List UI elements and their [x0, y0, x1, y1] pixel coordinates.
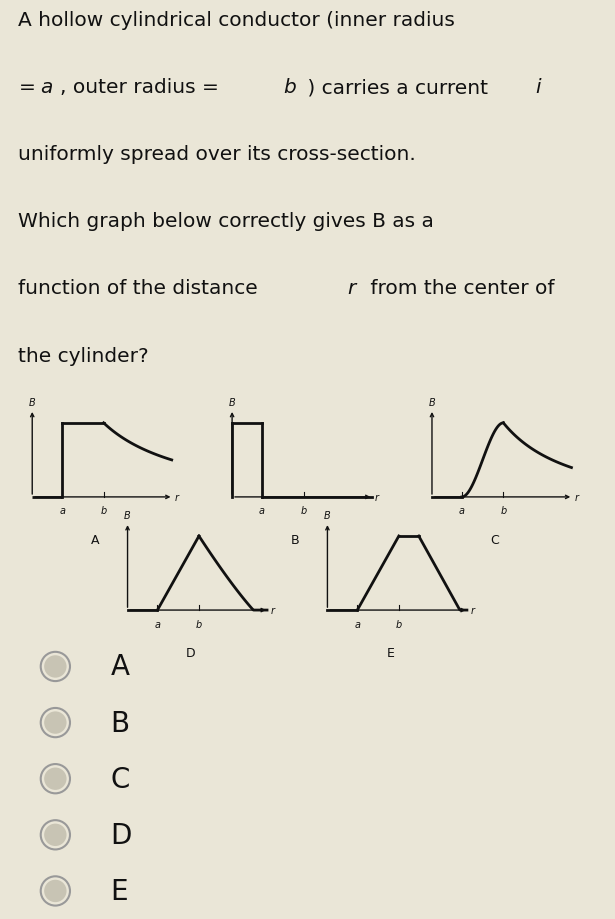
Text: r: r	[271, 606, 274, 616]
Circle shape	[44, 879, 66, 902]
Text: A: A	[91, 533, 100, 546]
Text: , outer radius =: , outer radius =	[60, 78, 226, 97]
Text: a: a	[154, 618, 161, 629]
Text: A hollow cylindrical conductor (inner radius: A hollow cylindrical conductor (inner ra…	[18, 11, 455, 30]
Text: uniformly spread over its cross-section.: uniformly spread over its cross-section.	[18, 145, 416, 165]
Text: B: B	[291, 533, 300, 546]
Text: a: a	[59, 505, 65, 516]
Text: B: B	[29, 398, 36, 407]
Text: D: D	[186, 646, 196, 659]
Text: B: B	[229, 398, 236, 407]
Text: Which graph below correctly gives B as a: Which graph below correctly gives B as a	[18, 212, 434, 232]
Text: b: b	[395, 618, 402, 629]
Text: r: r	[375, 493, 379, 503]
Text: b: b	[283, 78, 296, 97]
Text: the cylinder?: the cylinder?	[18, 346, 149, 365]
Text: b: b	[100, 505, 107, 516]
Text: C: C	[491, 533, 499, 546]
Text: b: b	[500, 505, 507, 516]
Text: a: a	[354, 618, 360, 629]
Circle shape	[44, 711, 66, 734]
Circle shape	[44, 823, 66, 846]
Text: ) carries a current: ) carries a current	[301, 78, 494, 97]
Text: function of the distance: function of the distance	[18, 279, 264, 298]
Text: B: B	[124, 511, 131, 520]
Text: A: A	[111, 652, 130, 681]
Text: =: =	[18, 78, 35, 97]
Text: r: r	[175, 493, 179, 503]
Text: B: B	[111, 709, 130, 737]
Text: B: B	[324, 511, 331, 520]
Circle shape	[44, 767, 66, 790]
Text: a: a	[459, 505, 465, 516]
Text: b: b	[300, 505, 307, 516]
Text: r: r	[347, 279, 355, 298]
Text: from the center of: from the center of	[364, 279, 555, 298]
Text: E: E	[111, 877, 129, 905]
Text: D: D	[111, 821, 132, 849]
Text: i: i	[535, 78, 541, 97]
Text: C: C	[111, 765, 130, 793]
Text: r: r	[575, 493, 579, 503]
Text: E: E	[387, 646, 394, 659]
Text: b: b	[196, 618, 202, 629]
Text: a: a	[40, 78, 52, 97]
Text: r: r	[470, 606, 474, 616]
Text: a: a	[259, 505, 265, 516]
Circle shape	[44, 655, 66, 678]
Text: B: B	[429, 398, 435, 407]
